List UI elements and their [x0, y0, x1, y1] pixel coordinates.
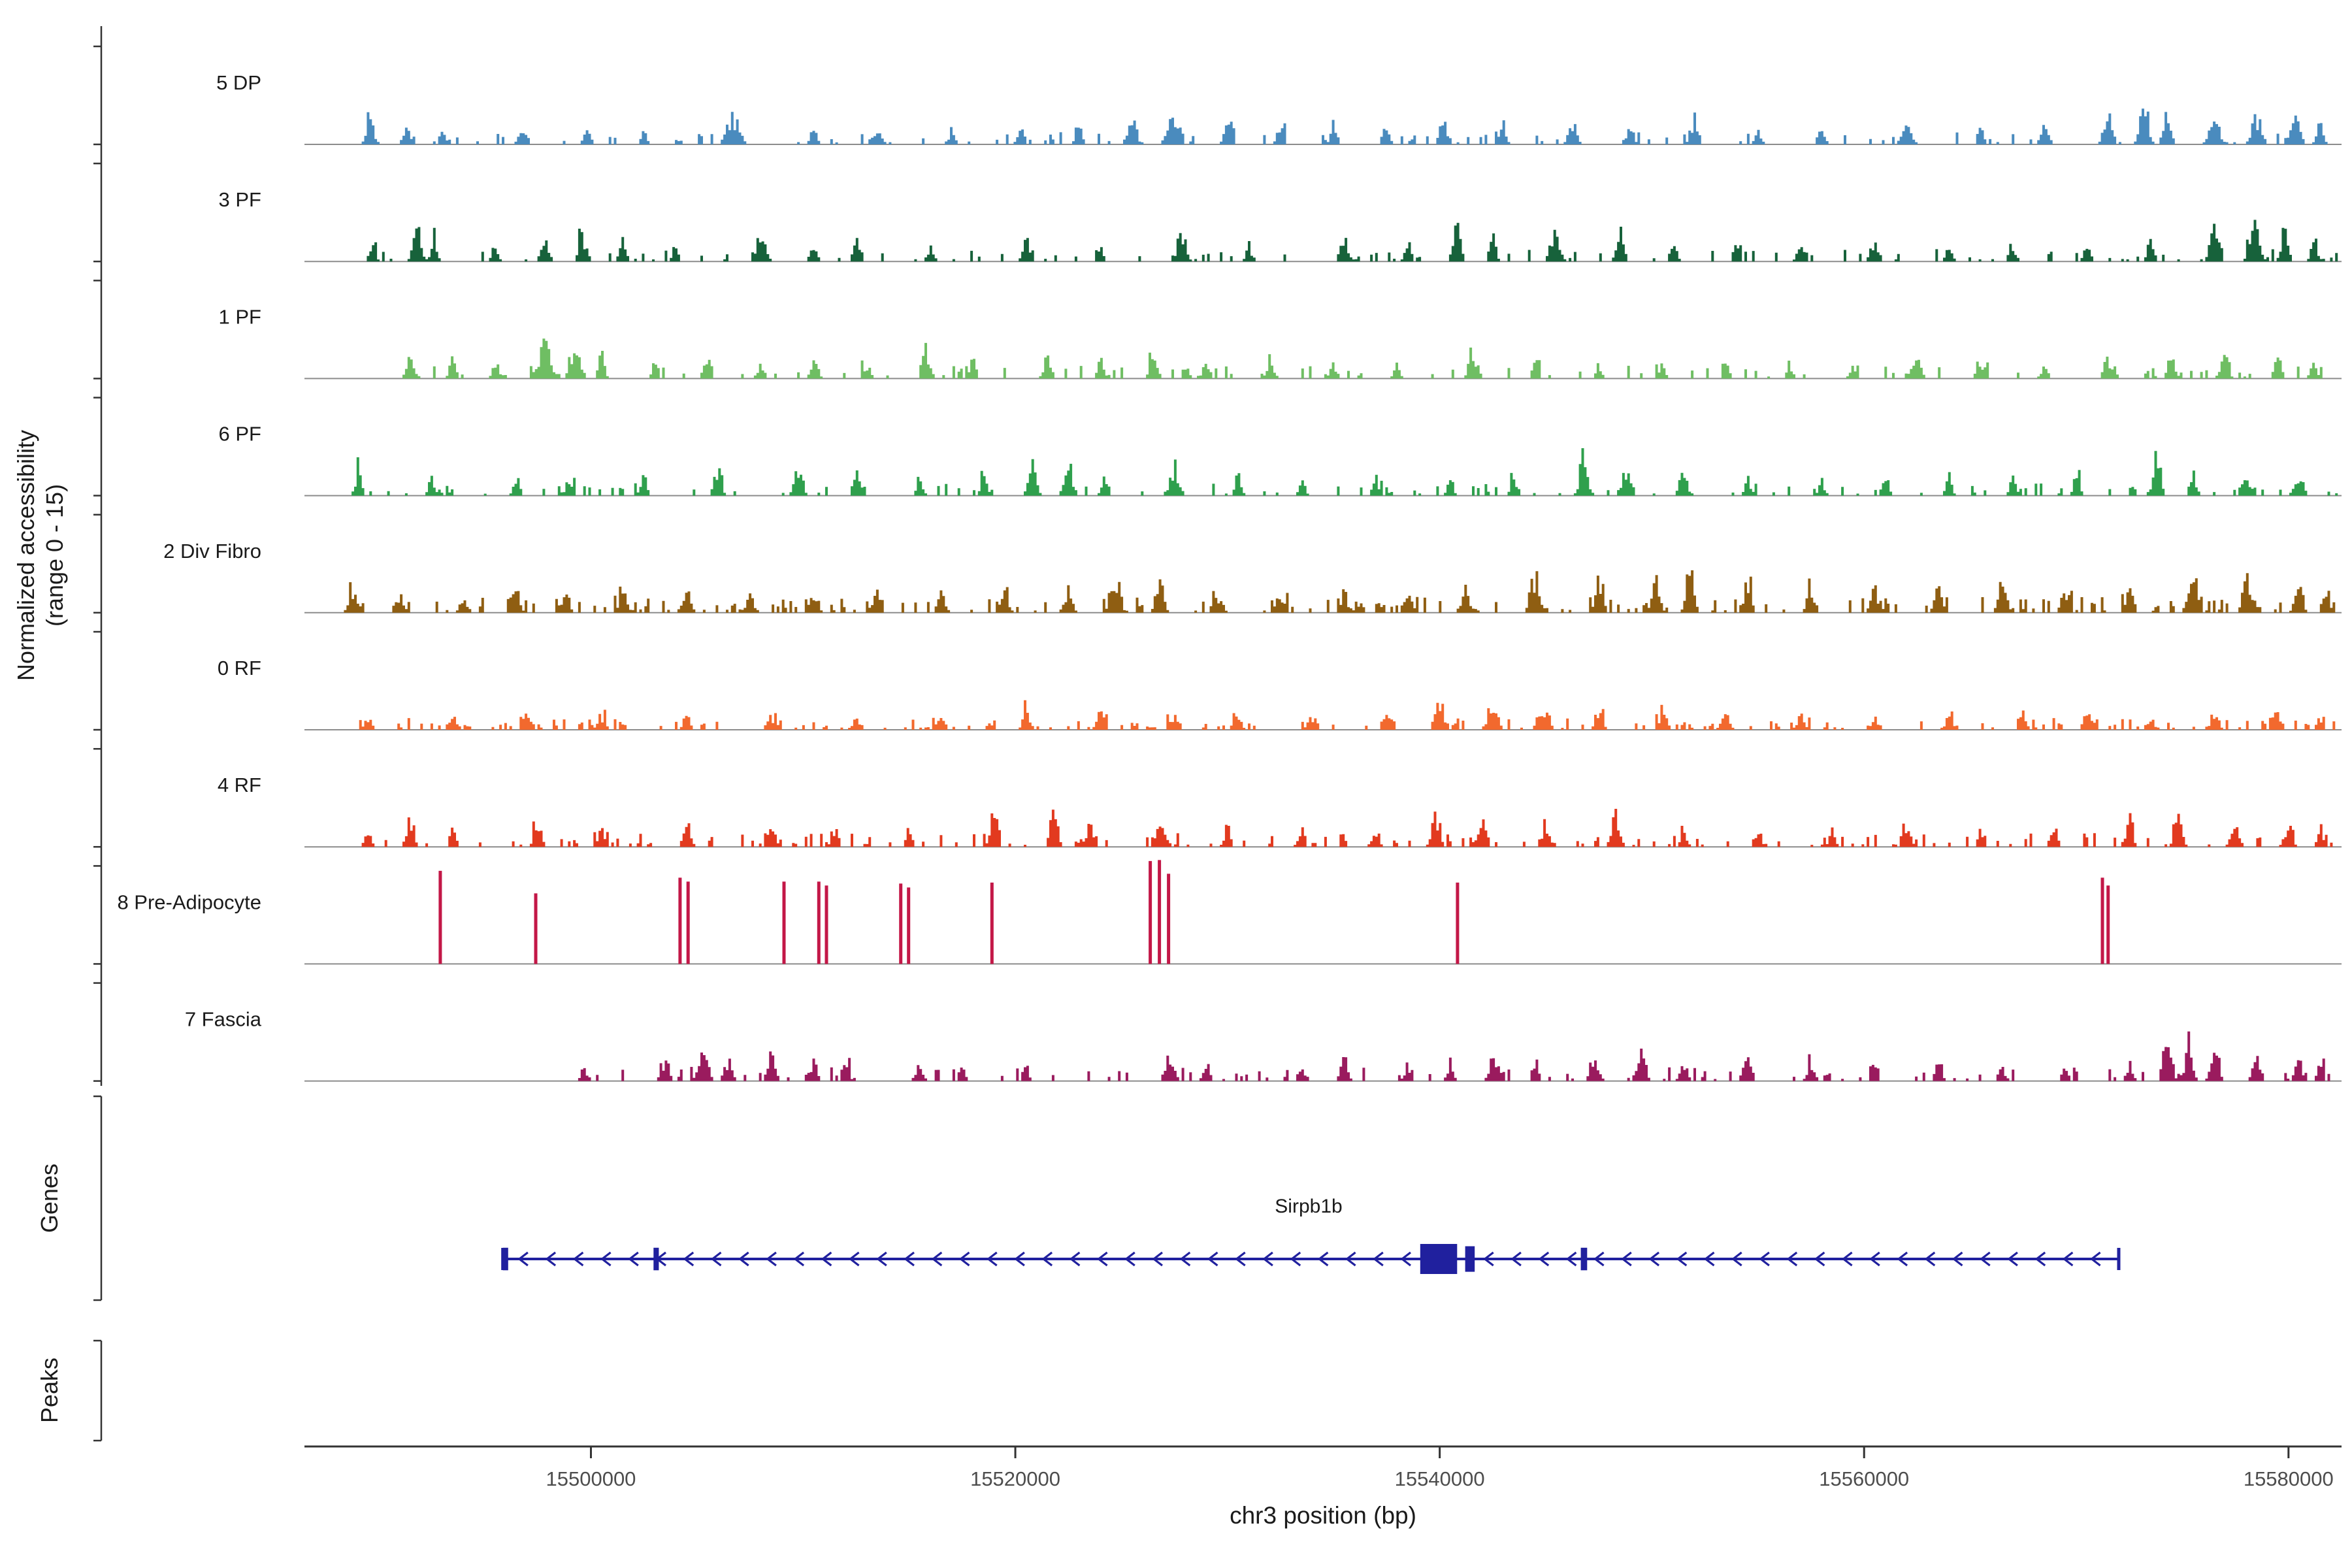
signal-track-2-div-fibro: 2 Div Fibro — [163, 540, 2342, 613]
track-label: 0 RF — [218, 657, 261, 679]
chart-layers: 5 DP 3 PF 1 PF 6 PF 2 Div Fibro 0 RF 4 RF 8 Pre… — [93, 26, 2342, 1490]
signal-track-4-rf: 4 RF — [218, 774, 2342, 848]
track-label: 1 PF — [219, 305, 261, 328]
genes-axis-bracket — [93, 1095, 103, 1301]
track-label: 8 Pre-Adipocyte — [117, 890, 261, 913]
gene-name-label: Sirpb1b — [1275, 1196, 1342, 1217]
y-axis-label-line1: Normalized accessibility — [12, 430, 39, 681]
x-tick-label: 15560000 — [1819, 1467, 1909, 1490]
signal-bars — [367, 220, 2338, 262]
track-label: 2 Div Fibro — [163, 540, 261, 563]
signal-bars — [344, 570, 2336, 613]
exon — [502, 1247, 508, 1271]
y-axis-label-line2: (range 0 - 15) — [41, 484, 68, 627]
signal-track-7-fascia: 7 Fascia — [185, 1008, 2342, 1082]
signal-bars — [438, 860, 2110, 964]
accessibility-axis-bracket — [93, 26, 103, 1086]
signal-bars — [351, 448, 2338, 496]
signal-bars — [402, 338, 2323, 379]
signal-bars — [359, 700, 2336, 730]
track-label: 4 RF — [218, 774, 261, 796]
gene-model-sirpb1b — [501, 1244, 2121, 1274]
x-tick-label: 15540000 — [1395, 1467, 1485, 1490]
x-axis-title: chr3 position (bp) — [1230, 1502, 1416, 1529]
x-tick-label: 15580000 — [2244, 1467, 2334, 1490]
exon — [1420, 1244, 1458, 1274]
signal-track-6-pf: 6 PF — [219, 423, 2342, 497]
signal-bars — [361, 108, 2328, 144]
signal-bars — [578, 1031, 2330, 1081]
exon — [653, 1247, 659, 1271]
exon — [1580, 1247, 1588, 1271]
x-tick-label: 15520000 — [970, 1467, 1060, 1490]
exon — [1465, 1246, 1475, 1272]
minus-strand-arrows — [517, 1251, 2101, 1267]
signal-bars — [361, 809, 2333, 847]
signal-track-3-pf: 3 PF — [219, 188, 2342, 263]
track-label: 7 Fascia — [185, 1008, 262, 1031]
peaks-section-label: Peaks — [36, 1358, 63, 1423]
x-axis: 15500000 15520000 15540000 15560000 15580000 — [304, 1445, 2342, 1490]
track-label: 5 DP — [216, 71, 261, 94]
signal-track-0-rf: 0 RF — [218, 657, 2342, 730]
signal-track-1-pf: 1 PF — [219, 305, 2342, 380]
track-label: 3 PF — [219, 188, 261, 211]
track-label: 6 PF — [219, 423, 261, 446]
peaks-axis-bracket — [93, 1339, 103, 1442]
signal-track-5-dp: 5 DP — [216, 71, 2342, 145]
signal-track-8-pre-adipocyte: 8 Pre-Adipocyte — [117, 860, 2342, 965]
x-tick-label: 15500000 — [546, 1467, 636, 1490]
genes-section-label: Genes — [36, 1164, 63, 1233]
